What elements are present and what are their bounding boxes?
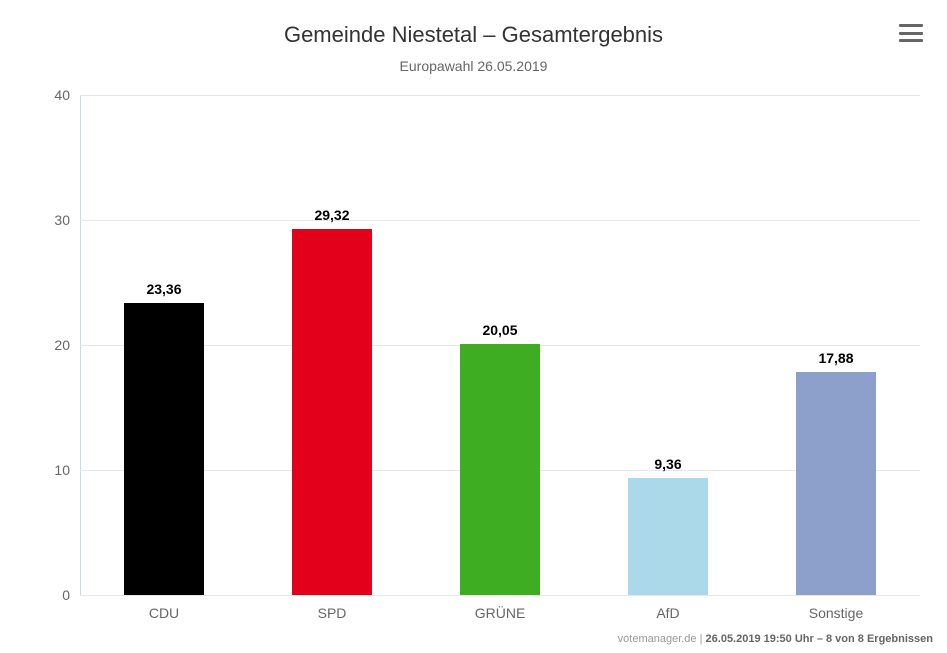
y-tick-label: 10 [54,462,70,478]
bar[interactable]: 29,32 [292,229,373,596]
credits-source[interactable]: votemanager.de [618,633,697,645]
hamburger-icon [899,32,923,35]
bar[interactable]: 20,05 [460,344,541,595]
bar[interactable]: 23,36 [124,303,205,595]
bar-value-label: 17,88 [818,350,853,366]
chart-credits: votemanager.de | 26.05.2019 19:50 Uhr – … [618,633,933,645]
hamburger-icon [899,24,923,27]
bar-value-label: 9,36 [654,456,681,472]
x-tick-label: GRÜNE [475,605,526,621]
bar-value-label: 20,05 [482,322,517,338]
grid-line [80,95,920,96]
bar-value-label: 29,32 [314,207,349,223]
grid-line [80,220,920,221]
chart-menu-button[interactable] [899,22,923,44]
hamburger-icon [899,39,923,42]
grid-line [80,595,920,596]
chart-container: Gemeinde Niestetal – Gesamtergebnis Euro… [0,0,947,653]
chart-title: Gemeinde Niestetal – Gesamtergebnis [10,22,937,48]
y-tick-label: 40 [54,87,70,103]
y-tick-label: 0 [62,587,70,603]
credits-separator: | [697,633,706,645]
plot-area: 01020304023,36CDU29,32SPD20,05GRÜNE9,36A… [80,95,920,595]
bar-value-label: 23,36 [146,281,181,297]
x-tick-label: SPD [318,605,347,621]
bar[interactable]: 9,36 [628,478,709,595]
y-tick-label: 20 [54,337,70,353]
x-tick-label: AfD [656,605,679,621]
credits-timestamp: 26.05.2019 19:50 Uhr – 8 von 8 Ergebniss… [706,633,933,645]
x-tick-label: Sonstige [809,605,863,621]
x-tick-label: CDU [149,605,179,621]
bar[interactable]: 17,88 [796,372,877,596]
chart-subtitle: Europawahl 26.05.2019 [10,58,937,74]
y-tick-label: 30 [54,212,70,228]
